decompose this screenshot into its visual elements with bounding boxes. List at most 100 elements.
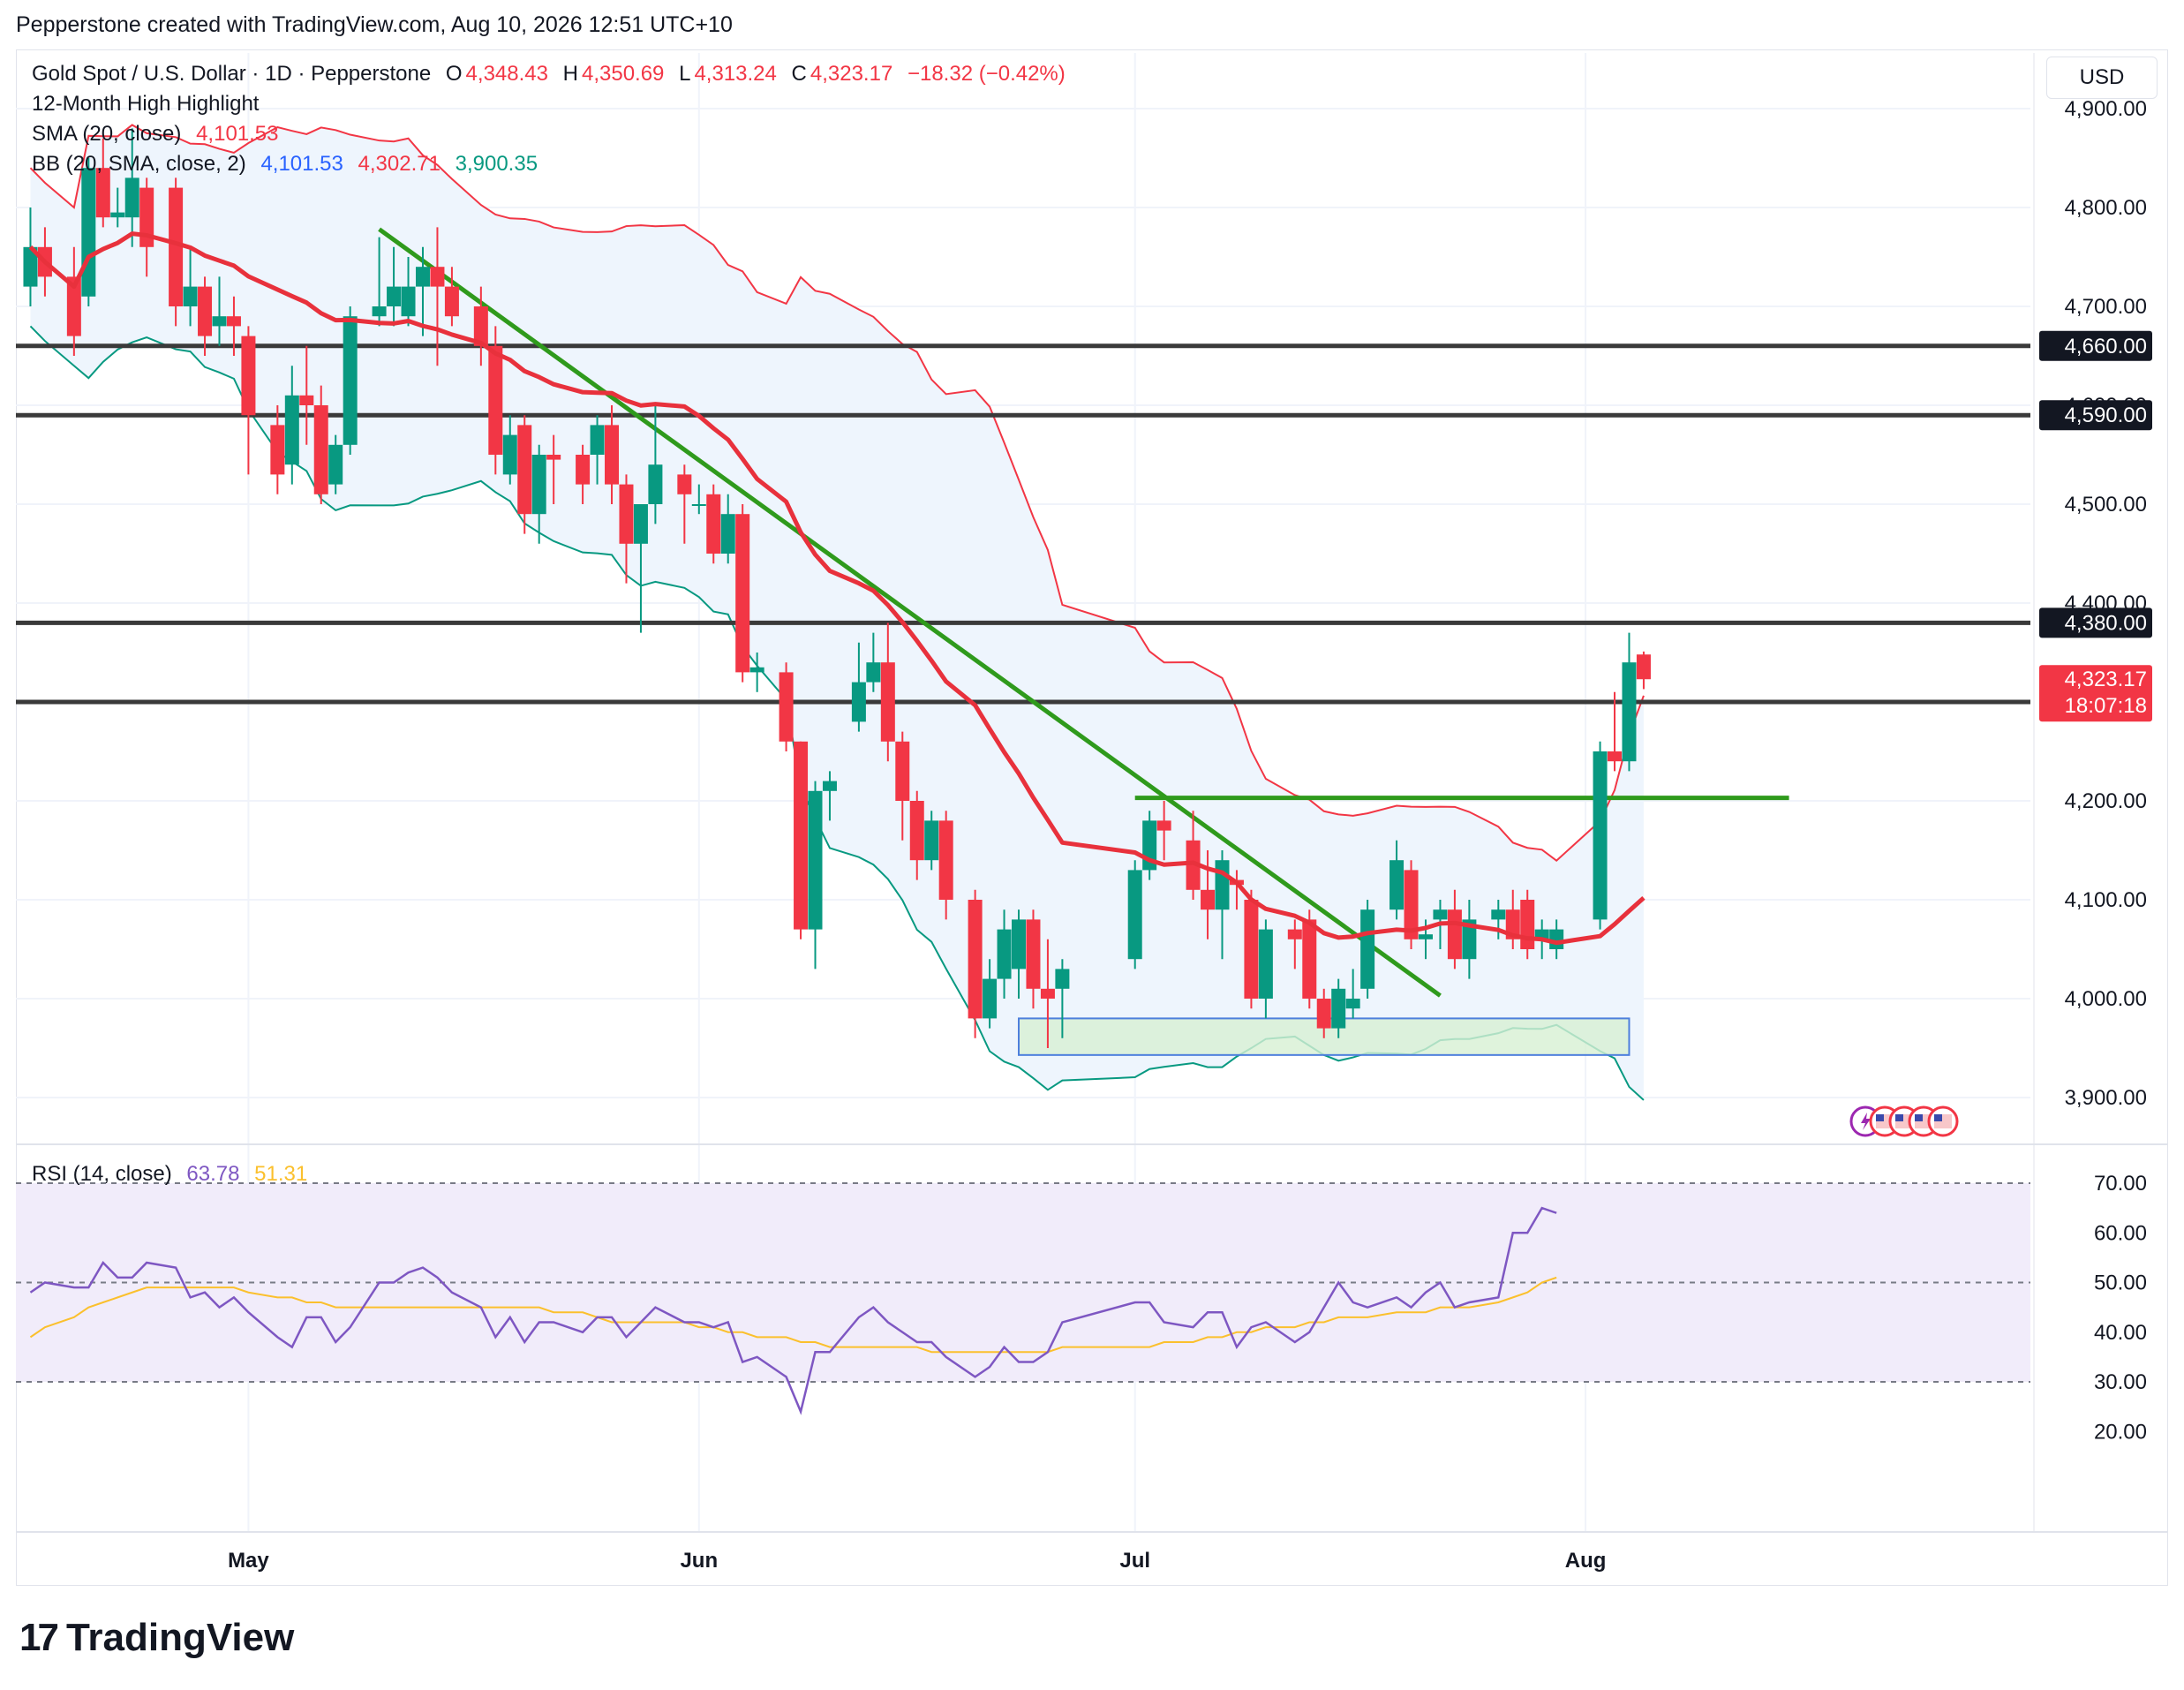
candle[interactable]: [1462, 900, 1477, 979]
candle[interactable]: [1186, 811, 1201, 900]
study-rsi[interactable]: RSI (14, close) 63.78 51.31: [32, 1162, 316, 1187]
candle[interactable]: [415, 246, 430, 336]
candle[interactable]: [590, 415, 605, 485]
candle[interactable]: [1593, 741, 1608, 930]
candle[interactable]: [779, 662, 794, 751]
candle[interactable]: [328, 434, 343, 494]
candle[interactable]: [1302, 909, 1317, 1009]
candle[interactable]: [343, 306, 358, 455]
candle[interactable]: [1316, 988, 1331, 1038]
candle[interactable]: [313, 385, 328, 504]
symbol-legend[interactable]: Gold Spot / U.S. Dollar · 1D · Peppersto…: [32, 62, 1074, 87]
candle[interactable]: [1389, 840, 1405, 920]
candle[interactable]: [198, 276, 213, 356]
candle[interactable]: [1404, 860, 1419, 949]
candle[interactable]: [677, 464, 692, 544]
candle[interactable]: [169, 177, 184, 327]
study-sma[interactable]: SMA (20, close) 4,101.53: [32, 122, 288, 147]
candle[interactable]: [23, 207, 38, 306]
candle[interactable]: [1201, 850, 1216, 939]
candle[interactable]: [1055, 959, 1070, 1038]
candle[interactable]: [735, 504, 750, 683]
candle[interactable]: [183, 246, 198, 327]
candle[interactable]: [619, 474, 634, 584]
candle[interactable]: [139, 177, 154, 277]
candle[interactable]: [1040, 939, 1055, 1048]
price-pane[interactable]: [16, 53, 2030, 1532]
candle[interactable]: [95, 138, 110, 228]
candle[interactable]: [1360, 900, 1375, 999]
candle[interactable]: [531, 444, 546, 544]
candle[interactable]: [1345, 969, 1360, 1019]
candle[interactable]: [605, 405, 620, 504]
last-price-badge[interactable]: [2039, 665, 2152, 722]
candle[interactable]: [576, 444, 591, 504]
candle[interactable]: [909, 790, 924, 880]
currency-button[interactable]: USD: [2046, 57, 2158, 99]
candle[interactable]: [924, 811, 939, 871]
candle[interactable]: [430, 227, 445, 366]
downtrend-line[interactable]: [378, 227, 1442, 998]
rsi-line[interactable]: [29, 1206, 1557, 1415]
candle[interactable]: [1244, 889, 1259, 1009]
us-flag-icon[interactable]: [1927, 1105, 1959, 1137]
candle[interactable]: [517, 415, 532, 534]
candle[interactable]: [851, 642, 866, 732]
candle[interactable]: [1142, 811, 1157, 880]
candle[interactable]: [720, 494, 735, 564]
candle[interactable]: [226, 296, 241, 356]
rsi-ma-line[interactable]: [29, 1276, 1557, 1354]
candle[interactable]: [444, 267, 459, 327]
candle[interactable]: [866, 632, 881, 692]
candle[interactable]: [997, 909, 1012, 999]
sma-line[interactable]: [28, 231, 1646, 946]
candle[interactable]: [895, 731, 910, 841]
tradingview-brand[interactable]: 17 TradingView: [19, 1616, 294, 1660]
candle[interactable]: [1608, 691, 1623, 772]
candle[interactable]: [1127, 860, 1142, 969]
candle[interactable]: [691, 484, 706, 515]
candle[interactable]: [794, 741, 809, 939]
candle[interactable]: [706, 484, 721, 564]
candle[interactable]: [1287, 919, 1302, 969]
candle[interactable]: [749, 653, 764, 692]
symbol-title[interactable]: Gold Spot / U.S. Dollar · 1D · Peppersto…: [32, 62, 432, 86]
candle[interactable]: [633, 504, 648, 633]
candle[interactable]: [1622, 632, 1637, 772]
candle[interactable]: [401, 257, 416, 327]
candle[interactable]: [983, 959, 998, 1029]
candle[interactable]: [372, 237, 387, 327]
study-bb[interactable]: BB (20, SMA, close, 2) 4,101.53 4,302.71…: [32, 152, 546, 177]
level-badge-4590[interactable]: [2039, 400, 2152, 431]
candle[interactable]: [938, 811, 953, 920]
candle[interactable]: [1520, 889, 1535, 960]
rsi-pane[interactable]: [16, 1182, 2030, 1415]
study-12m-high[interactable]: 12-Month High Highlight: [32, 92, 267, 117]
candle[interactable]: [270, 405, 285, 494]
bollinger-upper-line[interactable]: [29, 124, 1645, 862]
candle[interactable]: [473, 286, 488, 366]
candle[interactable]: [124, 128, 139, 247]
candle[interactable]: [1491, 900, 1506, 939]
candle[interactable]: [1636, 651, 1651, 690]
candle[interactable]: [822, 771, 837, 821]
candle[interactable]: [1331, 978, 1346, 1038]
candle[interactable]: [299, 345, 314, 445]
level-badge-4380[interactable]: [2039, 607, 2152, 638]
candle[interactable]: [808, 781, 823, 969]
level-badge-4660[interactable]: [2039, 330, 2152, 361]
candle[interactable]: [648, 405, 663, 524]
candle[interactable]: [1012, 909, 1026, 999]
candle[interactable]: [502, 415, 517, 485]
candle[interactable]: [1026, 909, 1041, 1009]
candle[interactable]: [968, 889, 983, 1038]
candle[interactable]: [284, 366, 299, 485]
candle[interactable]: [66, 246, 81, 356]
candle[interactable]: [81, 158, 96, 306]
candle[interactable]: [880, 622, 895, 762]
candle[interactable]: [110, 187, 125, 228]
candle[interactable]: [546, 434, 561, 504]
candle[interactable]: [1258, 919, 1273, 1019]
candle[interactable]: [387, 246, 402, 327]
